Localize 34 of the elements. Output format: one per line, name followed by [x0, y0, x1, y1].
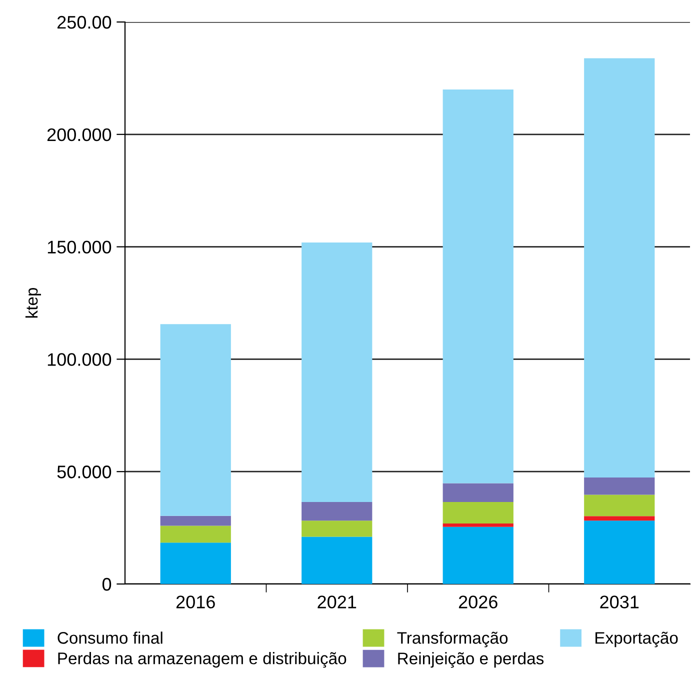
- x-tick-label: 2016: [176, 596, 215, 608]
- bar: [160, 516, 231, 526]
- y-tick-label: 100.000: [48, 353, 112, 366]
- bar: [302, 520, 372, 537]
- legend-label: Transformação: [397, 632, 508, 648]
- y-tick-label: 50.000: [57, 466, 112, 478]
- x-tick-label: 2031: [600, 596, 639, 608]
- bar: [160, 526, 231, 543]
- bar: [584, 520, 655, 584]
- legend-label: Perdas na armazenagem e distribuição: [58, 652, 346, 668]
- legend-label: Exportação: [596, 632, 678, 648]
- bar: [302, 502, 372, 521]
- bar: [160, 542, 231, 584]
- bar: [302, 536, 372, 584]
- bar: [584, 494, 655, 516]
- bar: [442, 502, 514, 524]
- x-tick-label: 2021: [318, 596, 356, 608]
- y-tick-label: 150.000: [48, 240, 112, 254]
- x-tick-label: 2026: [458, 596, 498, 608]
- bar: [442, 89, 514, 484]
- legend-label: Reinjeição e perdas: [398, 652, 544, 668]
- bar: [584, 477, 655, 495]
- bar: [442, 526, 514, 584]
- y-axis-title: ktep: [25, 288, 41, 318]
- bar: [160, 324, 231, 516]
- y-tick-label: 200.000: [47, 128, 112, 142]
- legend-label: Consumo final: [58, 632, 162, 644]
- y-tick-label: 0: [102, 578, 112, 591]
- bar: [584, 58, 655, 478]
- bar: [442, 483, 514, 502]
- bar: [442, 524, 514, 527]
- bar: [302, 242, 372, 502]
- bar: [584, 516, 655, 521]
- y-tick-label: 250.00: [57, 16, 112, 29]
